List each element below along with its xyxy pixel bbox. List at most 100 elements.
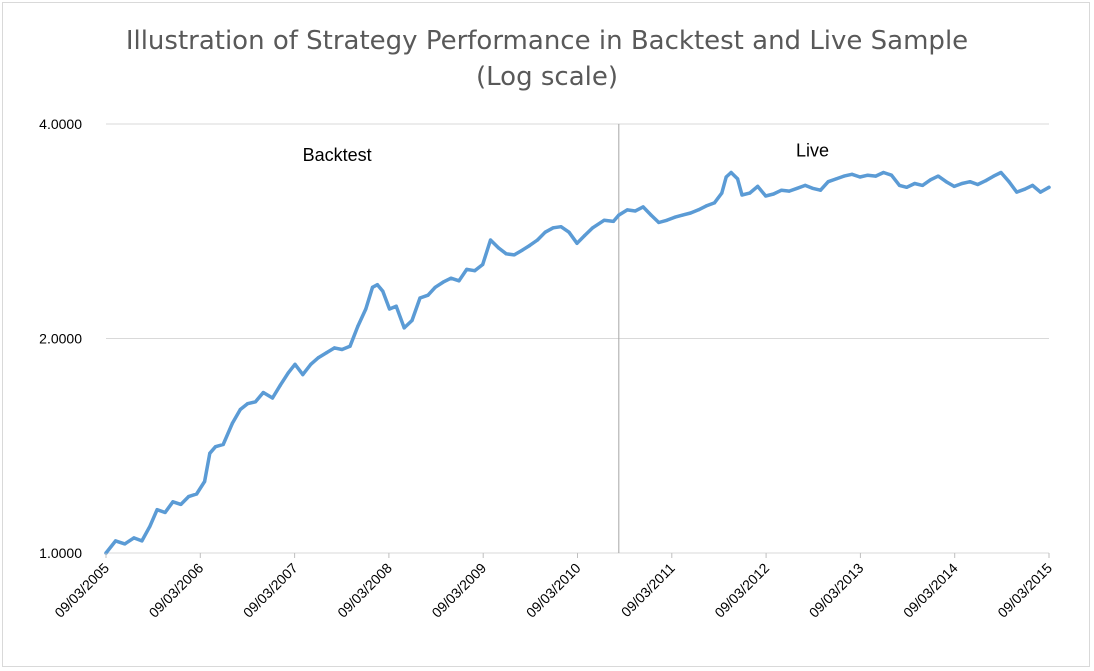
data-point <box>238 407 242 412</box>
data-point <box>689 211 693 215</box>
data-point <box>496 246 501 250</box>
data-point <box>527 244 532 248</box>
data-point <box>913 181 917 186</box>
data-point <box>301 373 305 377</box>
data-point <box>649 213 653 217</box>
data-point <box>740 193 744 197</box>
data-point <box>163 510 167 515</box>
data-point <box>179 502 183 506</box>
data-point <box>704 204 708 208</box>
data-point <box>213 445 218 449</box>
data-point <box>1038 190 1043 194</box>
data-point <box>340 347 344 352</box>
data-point <box>779 188 784 192</box>
data-point <box>583 233 587 238</box>
data-point <box>488 238 493 242</box>
data-point <box>426 293 430 297</box>
chart-subtitle: (Log scale) <box>476 62 618 92</box>
data-point <box>387 307 392 311</box>
data-point <box>356 324 360 328</box>
data-point <box>535 238 540 242</box>
data-point <box>729 170 733 175</box>
data-point <box>171 500 175 504</box>
data-point <box>543 230 547 234</box>
data-point <box>203 479 207 484</box>
data-point <box>114 539 118 543</box>
data-point <box>611 219 616 223</box>
x-tick-label: 09/03/2008 <box>334 560 395 621</box>
data-point <box>187 495 191 499</box>
series-line-0 <box>104 170 1051 555</box>
annotations: Backtest Live <box>303 141 829 165</box>
data-point <box>657 220 661 225</box>
data-point <box>842 174 846 178</box>
series-group <box>104 170 1051 555</box>
data-point <box>712 201 717 205</box>
data-point <box>370 285 375 289</box>
data-point <box>936 174 940 178</box>
data-point <box>897 183 902 187</box>
annotation-live: Live <box>796 141 829 161</box>
data-point <box>928 178 933 182</box>
x-tick-label: 09/03/2014 <box>900 560 961 621</box>
y-tick-label: 2.0000 <box>39 331 82 347</box>
data-point <box>253 400 258 404</box>
data-point <box>756 184 760 188</box>
x-tick-label: 09/03/2011 <box>618 560 678 620</box>
data-point <box>270 396 275 400</box>
data-point <box>984 179 988 183</box>
data-point <box>881 170 886 175</box>
data-point <box>148 524 152 528</box>
data-point <box>617 213 621 217</box>
data-point <box>261 390 265 395</box>
data-point <box>520 248 524 252</box>
data-point <box>602 218 606 222</box>
data-point <box>375 283 379 287</box>
x-tick-label: 09/03/2013 <box>806 560 867 621</box>
data-point <box>724 175 728 179</box>
data-point <box>394 304 398 308</box>
data-point <box>889 173 894 177</box>
data-point <box>720 191 724 195</box>
data-point <box>316 356 321 360</box>
data-point <box>641 205 645 209</box>
y-tick-label: 4.0000 <box>39 116 82 132</box>
data-point <box>575 241 579 245</box>
y-axis-tick-labels: 1.0000 2.0000 4.0000 <box>39 116 82 561</box>
data-point <box>221 442 225 447</box>
data-point <box>208 451 212 455</box>
data-point <box>123 542 127 546</box>
data-point <box>418 296 422 300</box>
data-point <box>681 213 685 217</box>
data-point <box>850 172 854 176</box>
data-point <box>696 208 700 212</box>
data-point <box>559 225 563 229</box>
data-point <box>826 180 830 184</box>
y-tick-label: 1.0000 <box>39 545 82 561</box>
data-point <box>810 186 815 190</box>
data-point <box>866 173 870 177</box>
data-point <box>874 174 878 178</box>
data-point <box>1023 187 1027 191</box>
data-point <box>473 269 477 273</box>
data-point <box>481 262 485 267</box>
data-point <box>764 194 768 198</box>
data-point <box>286 371 290 375</box>
data-point <box>457 279 461 283</box>
data-point <box>441 280 445 284</box>
data-point <box>278 383 282 387</box>
data-point <box>771 192 776 196</box>
data-point <box>625 208 629 212</box>
data-point <box>567 230 571 234</box>
data-point <box>132 536 136 540</box>
data-point <box>551 226 555 230</box>
data-point <box>952 184 956 188</box>
data-point <box>230 421 234 425</box>
data-point <box>433 285 437 289</box>
data-point <box>309 362 313 366</box>
chart-title: Illustration of Strategy Performance in … <box>125 26 969 56</box>
data-point <box>905 185 909 189</box>
data-point <box>633 209 637 213</box>
x-axis-tick-labels: 09/03/2005 09/03/2006 09/03/2007 09/03/2008… <box>51 553 1055 621</box>
